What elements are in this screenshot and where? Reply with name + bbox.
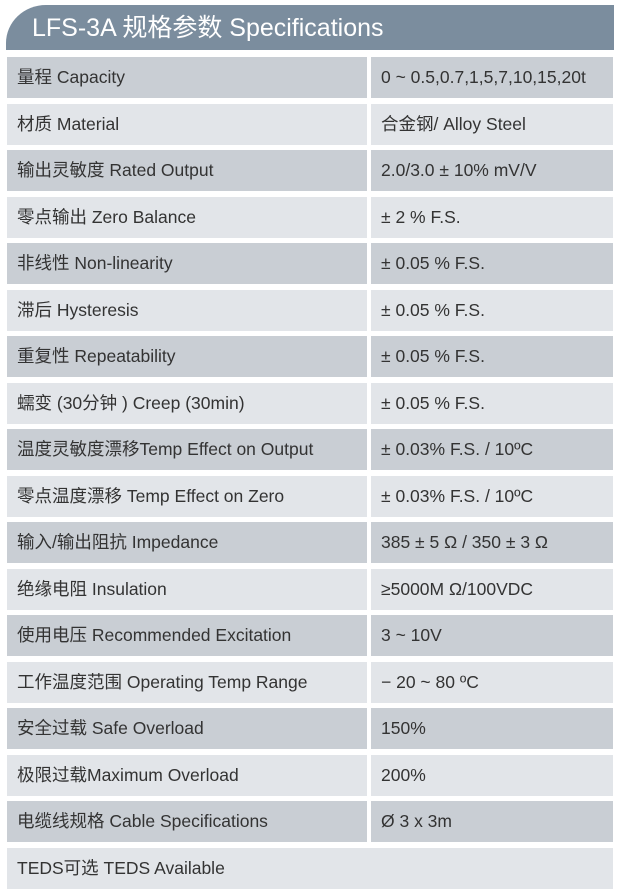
spec-label: 零点输出 Zero Balance: [7, 196, 367, 238]
spec-label: 工作温度范围 Operating Temp Range: [7, 661, 367, 703]
spec-title: LFS-3A 规格参数 Specifications: [6, 5, 614, 50]
spec-label: 蠕变 (30分钟 ) Creep (30min): [7, 382, 367, 424]
spec-value: 385 ± 5 Ω / 350 ± 3 Ω: [371, 522, 613, 563]
spec-row: 滞后 Hysteresis ± 0.05 % F.S.: [7, 289, 613, 331]
spec-row: 非线性 Non-linearity ± 0.05 % F.S.: [7, 243, 613, 284]
spec-label: 非线性 Non-linearity: [7, 243, 367, 284]
spec-row: 重复性 Repeatability ± 0.05 % F.S.: [7, 336, 613, 377]
spec-label: 输出灵敏度 Rated Output: [7, 150, 367, 191]
spec-value: 3 ~ 10V: [371, 615, 613, 656]
spec-row: 电缆线规格 Cable Specifications Ø 3 x 3m: [7, 801, 613, 842]
spec-label: 温度灵敏度漂移Temp Effect on Output: [7, 429, 367, 470]
spec-value: ≥5000M Ω/100VDC: [371, 568, 613, 610]
spec-row: 绝缘电阻 Insulation ≥5000M Ω/100VDC: [7, 568, 613, 610]
spec-value: ± 0.05 % F.S.: [371, 243, 613, 284]
spec-row: 安全过载 Safe Overload 150%: [7, 708, 613, 749]
spec-value: Ø 3 x 3m: [371, 801, 613, 842]
spec-label: 绝缘电阻 Insulation: [7, 568, 367, 610]
spec-value: ± 2 % F.S.: [371, 196, 613, 238]
spec-row: 输出灵敏度 Rated Output 2.0/3.0 ± 10% mV/V: [7, 150, 613, 191]
spec-label: 极限过载Maximum Overload: [7, 754, 367, 796]
spec-label: 材质 Material: [7, 103, 367, 145]
spec-row: 蠕变 (30分钟 ) Creep (30min) ± 0.05 % F.S.: [7, 382, 613, 424]
spec-value: ± 0.05 % F.S.: [371, 336, 613, 377]
spec-label: 安全过载 Safe Overload: [7, 708, 367, 749]
spec-label: 量程 Capacity: [7, 57, 367, 98]
spec-row: 工作温度范围 Operating Temp Range − 20 ~ 80 ºC: [7, 661, 613, 703]
spec-value: ± 0.05 % F.S.: [371, 382, 613, 424]
spec-value: ± 0.05 % F.S.: [371, 289, 613, 331]
spec-row: 零点温度漂移 Temp Effect on Zero ± 0.03% F.S. /…: [7, 475, 613, 517]
spec-value: 0 ~ 0.5,0.7,1,5,7,10,15,20t: [371, 57, 613, 98]
spec-row: TEDS可选 TEDS Available: [7, 847, 613, 889]
spec-table: 量程 Capacity 0 ~ 0.5,0.7,1,5,7,10,15,20t 材质…: [7, 57, 613, 894]
spec-row: 量程 Capacity 0 ~ 0.5,0.7,1,5,7,10,15,20t: [7, 57, 613, 98]
spec-label: 重复性 Repeatability: [7, 336, 367, 377]
spec-row: 材质 Material 合金钢/ Alloy Steel: [7, 103, 613, 145]
spec-label: TEDS可选 TEDS Available: [7, 847, 613, 889]
spec-row: 极限过载Maximum Overload 200%: [7, 754, 613, 796]
spec-row: 温度灵敏度漂移Temp Effect on Output ± 0.03% F.S.…: [7, 429, 613, 470]
spec-value: 合金钢/ Alloy Steel: [371, 103, 613, 145]
spec-label: 电缆线规格 Cable Specifications: [7, 801, 367, 842]
spec-label: 使用电压 Recommended Excitation: [7, 615, 367, 656]
spec-value: 150%: [371, 708, 613, 749]
spec-label: 输入/输出阻抗 Impedance: [7, 522, 367, 563]
spec-row: 使用电压 Recommended Excitation 3 ~ 10V: [7, 615, 613, 656]
spec-label: 滞后 Hysteresis: [7, 289, 367, 331]
spec-value: 2.0/3.0 ± 10% mV/V: [371, 150, 613, 191]
spec-value: ± 0.03% F.S. / 10ºC: [371, 429, 613, 470]
spec-row: 零点输出 Zero Balance ± 2 % F.S.: [7, 196, 613, 238]
spec-label: 零点温度漂移 Temp Effect on Zero: [7, 475, 367, 517]
spec-value: − 20 ~ 80 ºC: [371, 661, 613, 703]
spec-row: 输入/输出阻抗 Impedance 385 ± 5 Ω / 350 ± 3 Ω: [7, 522, 613, 563]
spec-value: ± 0.03% F.S. / 10ºC: [371, 475, 613, 517]
spec-value: 200%: [371, 754, 613, 796]
